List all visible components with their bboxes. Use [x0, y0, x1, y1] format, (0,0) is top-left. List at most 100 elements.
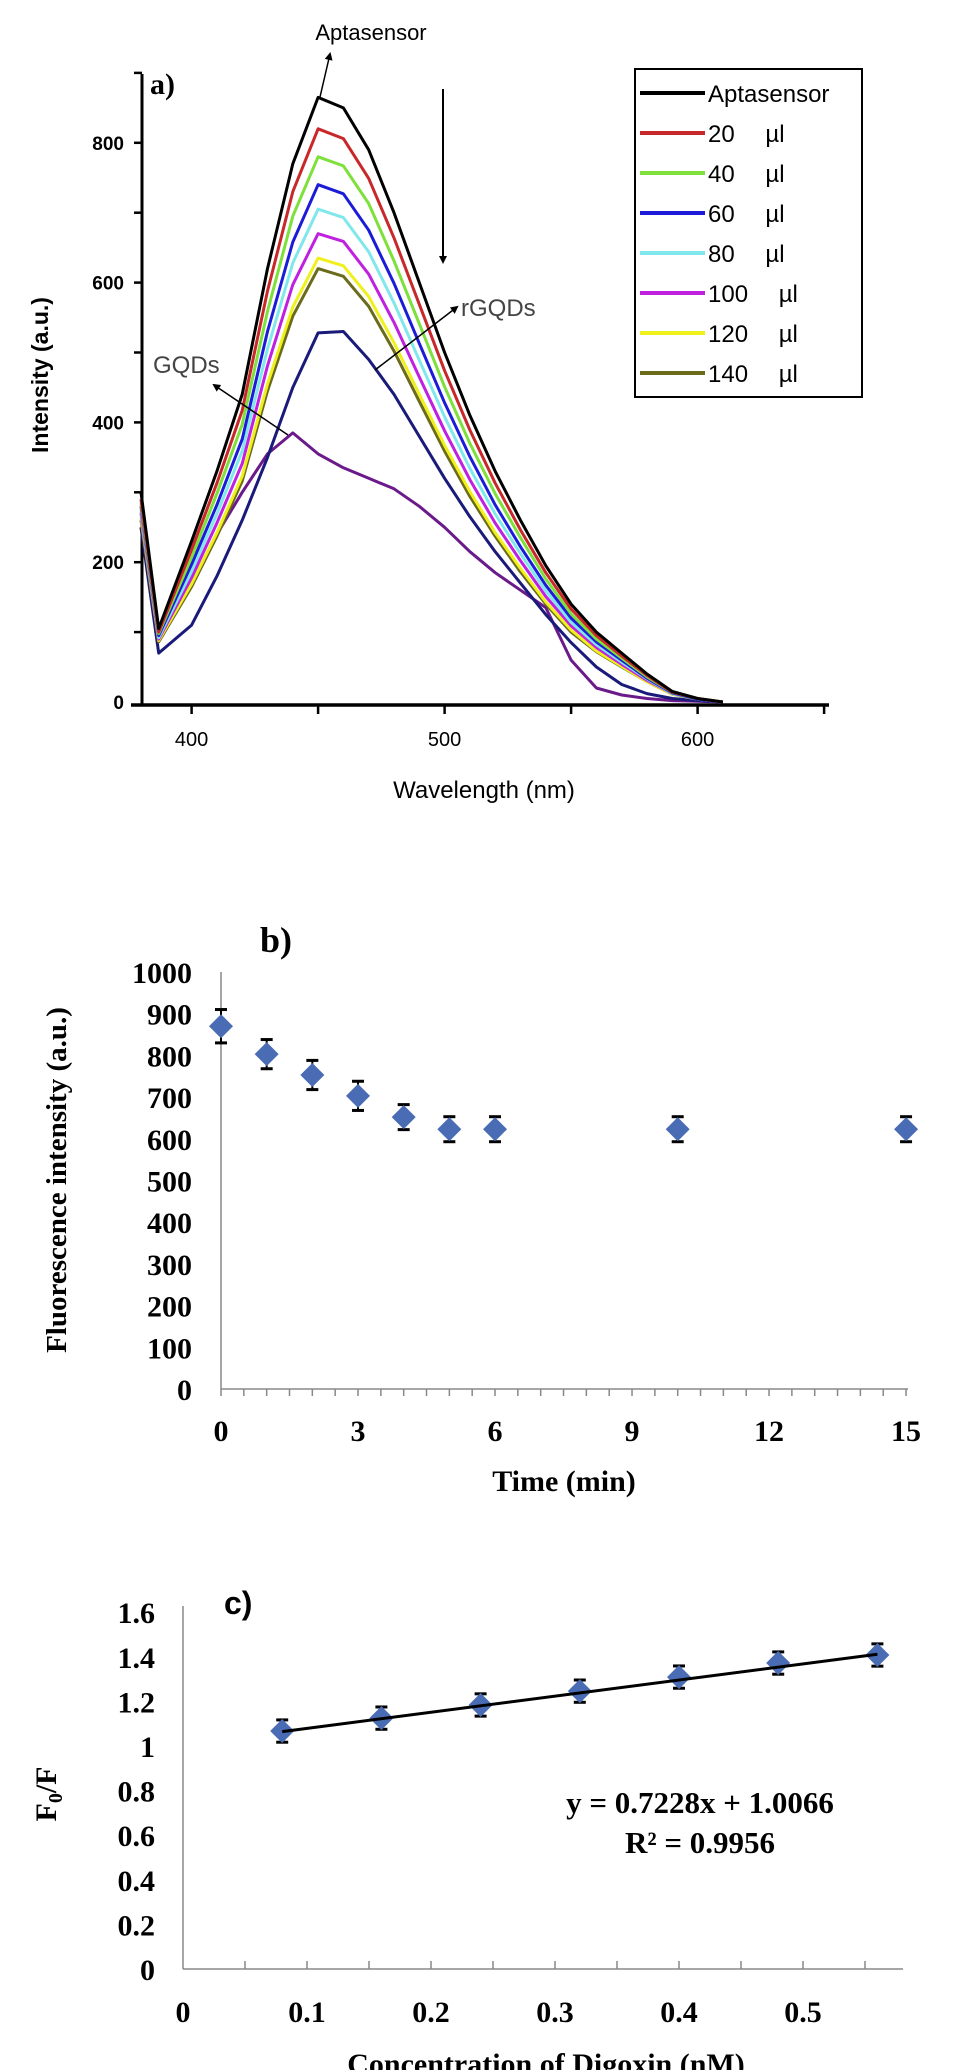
y-axis-label: Fluorescence intensity (a.u.) — [41, 1007, 73, 1353]
y-tick-label: 0 — [177, 1374, 192, 1407]
x-axis-label: Concentration of Digoxin (nM) — [347, 2048, 744, 2070]
x-tick-label: 0 — [214, 1415, 229, 1448]
x-tick-label: 6 — [488, 1415, 503, 1448]
x-tick-label: 0.1 — [288, 1996, 326, 2029]
x-tick-label: 500 — [428, 729, 461, 751]
data-point-marker — [567, 1679, 592, 1704]
y-axis-label-rest: /F — [30, 1767, 63, 1795]
series-line-80-ul — [139, 207, 724, 704]
panel-b-time-chart: 0 100 200 300 400 500 600 700 800 900 1000 0 3 6 9 12 15… — [41, 920, 921, 1498]
y-tick-label: 100 — [147, 1332, 192, 1365]
y-tick-label: 0.4 — [118, 1865, 156, 1898]
y-tick-label: 1.4 — [118, 1642, 156, 1675]
data-point-marker — [391, 1105, 416, 1130]
data-point-marker — [209, 1014, 233, 1039]
legend-label: 60 µl — [708, 201, 785, 228]
data-point — [894, 1115, 919, 1144]
legend: Aptasensor 20 µl 40 µl 60 µl 80 µl 100 µl 120 … — [634, 68, 863, 398]
data-point — [346, 1079, 371, 1112]
data-point — [567, 1678, 592, 1704]
annotation-arrow-rgqds — [374, 305, 459, 371]
legend-label: 140 µl — [708, 361, 798, 388]
legend-label: Aptasensor — [708, 81, 829, 108]
data-point-marker — [483, 1117, 508, 1142]
x-tick-label: 12 — [754, 1415, 784, 1448]
y-tick-label: 600 — [147, 1124, 192, 1157]
data-point-marker — [665, 1117, 690, 1142]
panel-a-spectra-chart: 0 200 400 600 800 400 500 600 Wavelength (nm) Int… — [27, 20, 863, 804]
y-tick-label: 300 — [147, 1249, 192, 1282]
y-tick-label: 400 — [147, 1207, 192, 1240]
series-line-GQDs — [139, 431, 723, 704]
y-tick-label: 0.2 — [118, 1909, 156, 1942]
annotation-rgqds: rGQDs — [461, 295, 536, 322]
x-tick-label: 15 — [891, 1415, 921, 1448]
data-point-marker — [300, 1062, 325, 1087]
y-tick-label: 400 — [92, 413, 124, 434]
y-tick-label: 600 — [92, 274, 124, 295]
data-point — [667, 1664, 691, 1690]
data-point-marker — [667, 1665, 691, 1690]
y-tick-label: 0.8 — [118, 1776, 156, 1809]
x-tick-label: 0 — [176, 1996, 191, 2029]
series-line-60-ul — [139, 183, 724, 704]
x-tick-label: 400 — [175, 729, 208, 751]
data-point-marker — [437, 1117, 462, 1142]
x-tick-label: 3 — [351, 1415, 366, 1448]
y-tick-label: 0 — [113, 693, 124, 714]
data-point — [483, 1115, 508, 1144]
y-tick-label: 1.6 — [118, 1597, 156, 1630]
legend-label: 80 µl — [708, 241, 785, 268]
legend-box — [634, 68, 863, 398]
panel-label: c) — [224, 1585, 252, 1621]
y-axis-label-main: F — [30, 1803, 63, 1821]
y-tick-label: 0 — [140, 1954, 155, 1987]
annotation-arrow-gqds — [212, 383, 289, 436]
series-line-100-ul — [139, 232, 724, 704]
annotation-arrow-aptasensor — [319, 52, 333, 98]
legend-label: 40 µl — [708, 161, 785, 188]
data-point — [437, 1115, 462, 1144]
data-point-marker — [346, 1083, 371, 1108]
y-tick-label: 700 — [147, 1082, 192, 1115]
y-tick-label: 800 — [147, 1040, 192, 1073]
y-axis-label-subscript: 0 — [45, 1793, 67, 1803]
y-tick-label: 900 — [147, 999, 192, 1032]
y-tick-label: 1.2 — [118, 1686, 156, 1719]
x-tick-label: 0.4 — [660, 1996, 698, 2029]
series-line-40-ul — [139, 155, 724, 704]
y-tick-label: 0.6 — [118, 1820, 156, 1853]
data-point — [391, 1103, 416, 1132]
annotation-gqds: GQDs — [153, 352, 220, 379]
data-point — [300, 1058, 325, 1092]
x-tick-label: 0.2 — [412, 1996, 450, 2029]
data-point — [766, 1650, 791, 1676]
panel-c-calibration-chart: 0 0.2 0.4 0.6 0.8 1 1.2 1.4 1.6 0 0.1 0.2 0.3 0.4 0.5 C… — [30, 1585, 903, 2070]
series-line-120-ul — [139, 256, 724, 704]
data-point — [254, 1038, 279, 1071]
y-tick-label: 200 — [147, 1291, 192, 1324]
data-point-marker — [766, 1651, 791, 1676]
data-point-marker — [254, 1042, 279, 1067]
annotation-aptasensor: Aptasensor — [315, 20, 426, 45]
y-axis-label: Intensity (a.u.) — [27, 297, 53, 453]
series-line-Aptasensor — [139, 95, 724, 704]
y-tick-label: 200 — [92, 553, 124, 574]
series-line-rGQDs — [139, 330, 723, 704]
y-tick-label: 1 — [140, 1731, 155, 1764]
y-tick-label: 1000 — [132, 957, 192, 990]
panel-label: a) — [150, 68, 175, 101]
panel-label: b) — [260, 920, 292, 960]
y-tick-label: 800 — [92, 134, 124, 155]
y-tick-label: 500 — [147, 1166, 192, 1199]
data-point-marker — [894, 1117, 919, 1142]
x-tick-label: 9 — [625, 1415, 640, 1448]
series-line-20-ul — [139, 127, 724, 704]
legend-label: 120 µl — [708, 321, 798, 348]
x-tick-label: 0.5 — [784, 1996, 822, 2029]
x-axis-label: Wavelength (nm) — [393, 777, 575, 804]
legend-label: 20 µl — [708, 121, 785, 148]
legend-label: 100 µl — [708, 281, 798, 308]
x-tick-label: 600 — [681, 729, 714, 751]
